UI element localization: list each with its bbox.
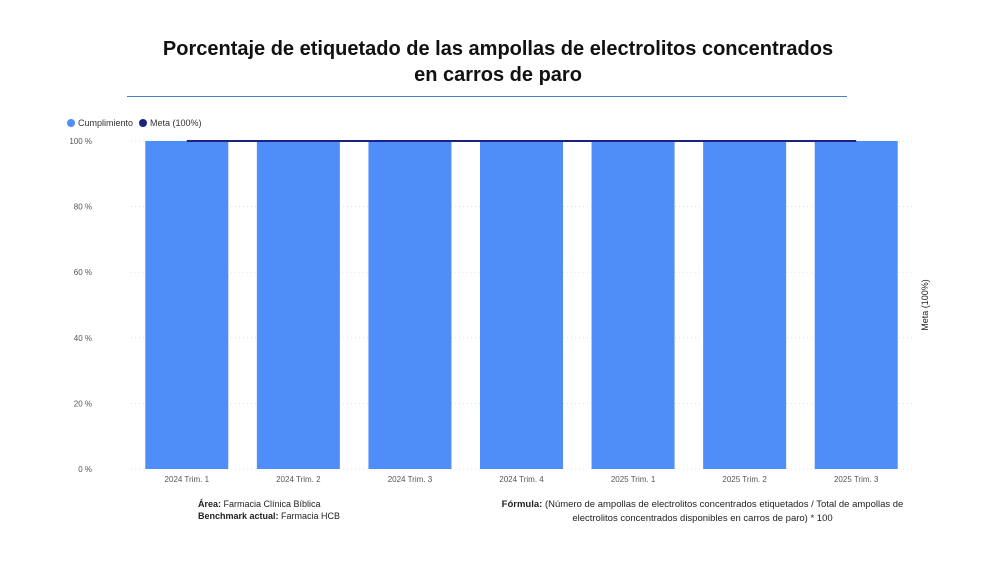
x-tick-label: 2025 Trim. 1 bbox=[611, 475, 656, 484]
y-tick-label: 20 % bbox=[74, 399, 92, 408]
formula-text: (Número de ampollas de electrolitos conc… bbox=[544, 499, 904, 524]
benchmark-value: Farmacia HCB bbox=[281, 511, 341, 521]
y-tick-label: 80 % bbox=[74, 203, 92, 212]
formula-label: Fórmula: bbox=[501, 499, 543, 510]
bar-cumplimiento bbox=[591, 141, 675, 469]
x-tick-label: 2024 Trim. 1 bbox=[165, 475, 210, 484]
x-tick-label: 2025 Trim. 2 bbox=[722, 475, 767, 484]
title-divider bbox=[127, 96, 847, 97]
legend-marker-cumplimiento bbox=[67, 119, 75, 127]
bar-cumplimiento bbox=[145, 141, 229, 469]
y-tick-label: 40 % bbox=[74, 334, 92, 343]
chart-title-line-1: Porcentaje de etiquetado de las ampollas… bbox=[162, 38, 834, 60]
legend-label-cumplimiento: Cumplimiento bbox=[78, 118, 134, 128]
benchmark-label: Benchmark actual: bbox=[198, 511, 279, 521]
bar-cumplimiento bbox=[368, 141, 452, 469]
bar-cumplimiento bbox=[256, 141, 340, 469]
bar-cumplimiento bbox=[480, 141, 563, 469]
footer-formula: Fórmula: (Número de ampollas de electrol… bbox=[500, 498, 905, 526]
bar-cumplimiento bbox=[703, 141, 787, 469]
legend-marker-meta bbox=[139, 119, 148, 127]
y-tick-label: 100 % bbox=[69, 137, 92, 146]
legend-item-cumplimiento[interactable]: Cumplimiento bbox=[67, 118, 133, 128]
x-tick-label: 2024 Trim. 4 bbox=[499, 475, 544, 484]
area-value: Farmacia Clínica Bíblica bbox=[223, 499, 321, 509]
footer-area-info: Área: Farmacia Clínica Bíblica Benchmark… bbox=[198, 498, 340, 522]
chart-legend: Cumplimiento Meta (100%) bbox=[67, 118, 202, 128]
chart-title-line-2: en carros de paro bbox=[414, 64, 582, 86]
area-label: Área: bbox=[198, 499, 222, 509]
y-tick-label: 60 % bbox=[74, 268, 92, 277]
legend-item-meta[interactable]: Meta (100%) bbox=[139, 118, 202, 128]
x-tick-label: 2024 Trim. 2 bbox=[276, 475, 321, 484]
y2-axis-label: Meta (100%) bbox=[920, 279, 930, 331]
x-tick-label: 2025 Trim. 3 bbox=[834, 475, 879, 484]
x-tick-label: 2024 Trim. 3 bbox=[388, 475, 433, 484]
chart-title: Porcentaje de etiquetado de las ampollas… bbox=[0, 36, 996, 88]
bar-cumplimiento bbox=[814, 141, 898, 469]
y-tick-label: 0 % bbox=[78, 465, 92, 474]
legend-label-meta: Meta (100%) bbox=[150, 118, 202, 128]
